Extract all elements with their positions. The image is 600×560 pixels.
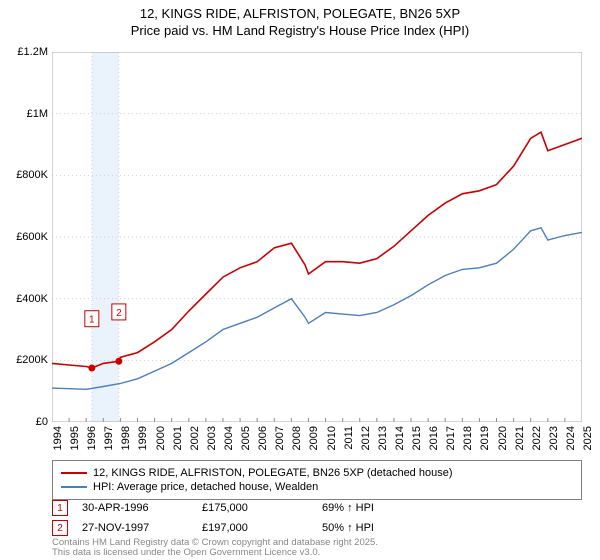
x-tick-label: 2004 [223, 426, 235, 450]
sale-date: 27-NOV-1997 [82, 522, 202, 534]
y-tick-label: £200K [16, 354, 48, 366]
y-tick-label: £1.2M [17, 46, 48, 58]
x-tick-label: 2023 [548, 426, 560, 450]
footer-credits: Contains HM Land Registry data © Crown c… [52, 538, 378, 559]
series-blue [52, 228, 582, 389]
sale-row: 2 27-NOV-1997£197,00050% ↑ HPI [52, 520, 582, 536]
legend-swatch [61, 472, 87, 474]
x-tick-label: 1994 [52, 426, 64, 450]
x-tick-label: 2015 [411, 426, 423, 450]
footer-line2: This data is licensed under the Open Gov… [52, 548, 378, 558]
x-tick-label: 2010 [326, 426, 338, 450]
sales-rows: 1 30-APR-1996£175,00069% ↑ HPI 2 27-NOV-199… [52, 500, 582, 540]
x-tick-label: 2007 [274, 426, 286, 450]
y-tick-label: £800K [16, 169, 48, 181]
sale-marker-number: 1 [89, 315, 95, 326]
x-tick-label: 2019 [479, 426, 491, 450]
title-line1: 12, KINGS RIDE, ALFRISTON, POLEGATE, BN2… [0, 6, 600, 23]
y-tick-label: £0 [36, 416, 48, 428]
x-tick-label: 1995 [69, 426, 81, 450]
x-tick-label: 2013 [377, 426, 389, 450]
line-chart: 12 [52, 52, 582, 422]
sale-date: 30-APR-1996 [82, 502, 202, 514]
y-tick-label: £600K [16, 231, 48, 243]
sale-price: £175,000 [202, 502, 322, 514]
x-tick-label: 2024 [565, 426, 577, 450]
x-tick-label: 2003 [206, 426, 218, 450]
x-tick-label: 2001 [172, 426, 184, 450]
series-red [52, 132, 582, 368]
x-tick-label: 2022 [531, 426, 543, 450]
chart-titles: 12, KINGS RIDE, ALFRISTON, POLEGATE, BN2… [0, 0, 600, 40]
y-tick-label: £1M [27, 108, 48, 120]
legend-label: 12, KINGS RIDE, ALFRISTON, POLEGATE, BN2… [93, 467, 453, 479]
sale-row: 1 30-APR-1996£175,00069% ↑ HPI [52, 500, 582, 516]
x-tick-label: 2006 [257, 426, 269, 450]
sale-marker-dot [115, 358, 122, 365]
x-tick-label: 2002 [189, 426, 201, 450]
sale-badge: 1 [52, 500, 68, 516]
x-tick-label: 2009 [308, 426, 320, 450]
x-tick-label: 1999 [137, 426, 149, 450]
legend-label: HPI: Average price, detached house, Weal… [93, 481, 318, 493]
x-tick-label: 2011 [343, 426, 355, 450]
x-tick-label: 1997 [103, 426, 115, 450]
chart-area: 12 £0£200K£400K£600K£800K£1M£1.2M1994199… [52, 52, 582, 422]
x-tick-label: 2008 [291, 426, 303, 450]
x-tick-label: 1996 [86, 426, 98, 450]
legend: 12, KINGS RIDE, ALFRISTON, POLEGATE, BN2… [52, 460, 582, 500]
y-tick-label: £400K [16, 293, 48, 305]
x-tick-label: 1998 [120, 426, 132, 450]
x-tick-label: 2025 [582, 426, 594, 450]
title-line2: Price paid vs. HM Land Registry's House … [0, 23, 600, 40]
x-tick-label: 2005 [240, 426, 252, 450]
x-tick-label: 2021 [514, 426, 526, 450]
legend-row: 12, KINGS RIDE, ALFRISTON, POLEGATE, BN2… [61, 467, 573, 479]
sale-badge: 2 [52, 520, 68, 536]
legend-row: HPI: Average price, detached house, Weal… [61, 481, 573, 493]
x-tick-label: 2000 [155, 426, 167, 450]
sale-marker-number: 2 [116, 308, 122, 319]
sale-marker-dot [88, 365, 95, 372]
x-tick-label: 2017 [445, 426, 457, 450]
sale-price: £197,000 [202, 522, 322, 534]
x-tick-label: 2014 [394, 426, 406, 450]
x-tick-label: 2020 [497, 426, 509, 450]
sale-delta: 50% ↑ HPI [322, 522, 442, 534]
x-tick-label: 2018 [462, 426, 474, 450]
x-tick-label: 2016 [428, 426, 440, 450]
legend-swatch [61, 486, 87, 488]
sale-delta: 69% ↑ HPI [322, 502, 442, 514]
x-tick-label: 2012 [360, 426, 372, 450]
